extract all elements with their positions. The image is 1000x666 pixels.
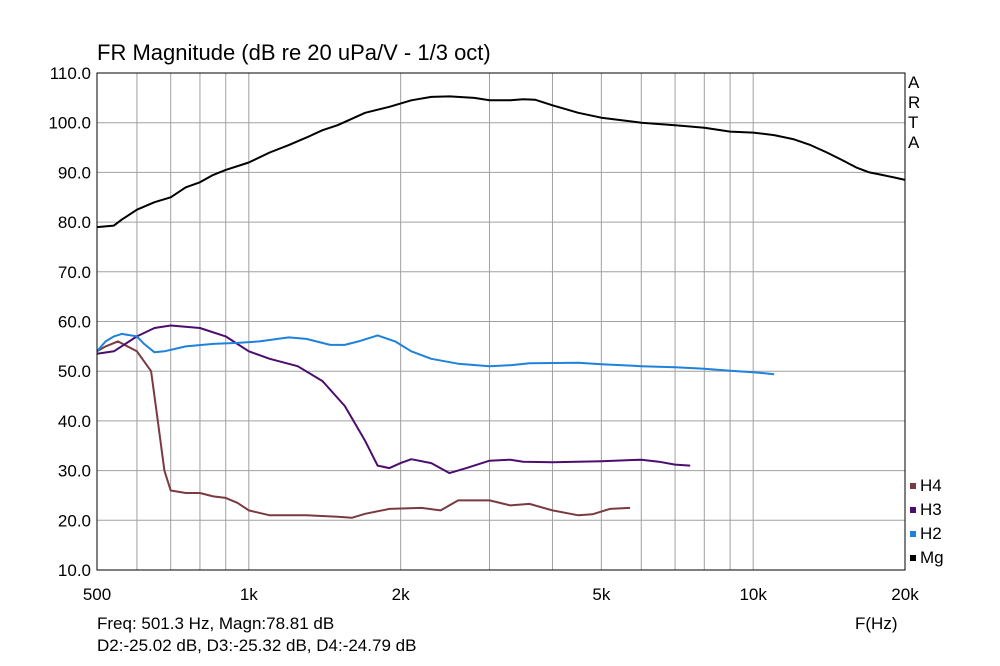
series-line-h4 xyxy=(96,340,631,519)
y-tick-label: 30.0 xyxy=(58,462,91,481)
series-line-mg xyxy=(96,95,906,229)
x-tick-label: 500 xyxy=(83,585,111,604)
x-tick-label: 2k xyxy=(392,585,410,604)
watermark-letter: R xyxy=(908,93,921,112)
watermark-letter: T xyxy=(908,113,919,132)
y-tick-label: 80.0 xyxy=(58,213,91,232)
y-tick-label: 10.0 xyxy=(58,561,91,580)
x-tick-label: 10k xyxy=(739,585,767,604)
y-tick-label: 40.0 xyxy=(58,412,91,431)
cursor-readout-frequency: Freq: 501.3 Hz, Magn:78.81 dB xyxy=(97,614,335,633)
y-tick-label: 20.0 xyxy=(58,511,91,530)
y-tick-label: 100.0 xyxy=(48,114,91,133)
arta-watermark: A R T A xyxy=(908,73,922,153)
x-tick-label: 20k xyxy=(891,585,919,604)
legend-swatch-h2 xyxy=(910,531,916,537)
legend-swatch-h3 xyxy=(910,507,916,513)
watermark-letter: A xyxy=(908,73,920,92)
x-tick-label: 1k xyxy=(240,585,258,604)
series-line-h3 xyxy=(96,324,691,475)
plot-frame xyxy=(96,72,906,571)
chart-title: FR Magnitude (dB re 20 uPa/V - 1/3 oct) xyxy=(97,40,491,65)
grid-lines xyxy=(97,73,905,570)
x-tick-label: 5k xyxy=(592,585,610,604)
legend-label-mg: Mg xyxy=(920,548,944,567)
y-tick-label: 50.0 xyxy=(58,362,91,381)
series-line-h2 xyxy=(96,332,775,376)
legend-label-h2: H2 xyxy=(920,524,942,543)
legend-swatch-mg xyxy=(910,555,916,561)
legend-label-h3: H3 xyxy=(920,500,942,519)
y-tick-label: 110.0 xyxy=(50,64,91,83)
tick-labels: 110.0 100.0 90.0 80.0 70.0 60.0 50.0 40.0 30.0 20… xyxy=(48,64,919,604)
series-lines xyxy=(96,95,906,519)
watermark-letter: A xyxy=(908,133,920,152)
y-tick-label: 60.0 xyxy=(58,313,91,332)
legend-label-h4: H4 xyxy=(920,476,942,495)
y-tick-label: 90.0 xyxy=(58,163,91,182)
legend-swatch-h4 xyxy=(910,483,916,489)
cursor-readout-distortion: D2:-25.02 dB, D3:-25.32 dB, D4:-24.79 dB xyxy=(97,636,417,655)
y-tick-label: 70.0 xyxy=(58,263,91,282)
x-axis-label: F(Hz) xyxy=(855,614,898,633)
